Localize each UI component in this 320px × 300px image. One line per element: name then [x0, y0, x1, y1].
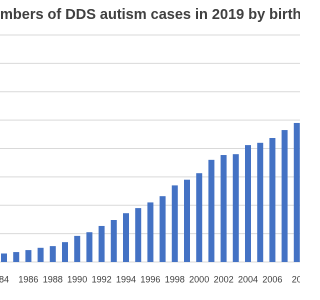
- bar: [135, 208, 142, 262]
- bar: [232, 154, 239, 262]
- bar: [208, 159, 215, 262]
- bar: [147, 202, 154, 262]
- bar: [98, 225, 105, 262]
- bar: [293, 122, 300, 263]
- bar: [110, 220, 117, 262]
- x-tick-label: 84: [0, 274, 9, 284]
- x-tick-label: 1988: [43, 274, 63, 284]
- bar: [86, 232, 93, 262]
- bar: [74, 235, 81, 262]
- x-tick-label: 1986: [18, 274, 38, 284]
- x-tick-label: 1992: [92, 274, 112, 284]
- bar: [13, 252, 20, 262]
- x-tick-label: 2000: [189, 274, 209, 284]
- bar: [123, 213, 129, 262]
- bar: [171, 185, 178, 262]
- x-tick-label: 1990: [67, 274, 87, 284]
- bar: [220, 155, 227, 262]
- bar: [245, 145, 251, 262]
- bar: [257, 142, 264, 262]
- x-tick-label: 2002: [214, 274, 234, 284]
- x-tick-label: 1998: [165, 274, 185, 284]
- bar: [196, 173, 203, 262]
- x-tick-label: 1994: [116, 274, 136, 284]
- bar: [159, 196, 166, 262]
- bar: [25, 250, 32, 262]
- x-tick-label: 20: [292, 274, 300, 284]
- bar: [62, 242, 68, 262]
- chart-title: mbers of DDS autism cases in 2019 by bir…: [0, 7, 300, 23]
- bar: [281, 130, 288, 262]
- bar: [269, 138, 276, 262]
- x-tick-label: 2006: [262, 274, 282, 284]
- x-tick-label: 1996: [140, 274, 160, 284]
- bar: [1, 253, 7, 262]
- bar: [184, 179, 190, 262]
- x-tick-label: 2004: [238, 274, 258, 284]
- bar: [37, 247, 44, 262]
- chart: mbers of DDS autism cases in 2019 by bir…: [0, 7, 300, 284]
- bar: [49, 246, 56, 262]
